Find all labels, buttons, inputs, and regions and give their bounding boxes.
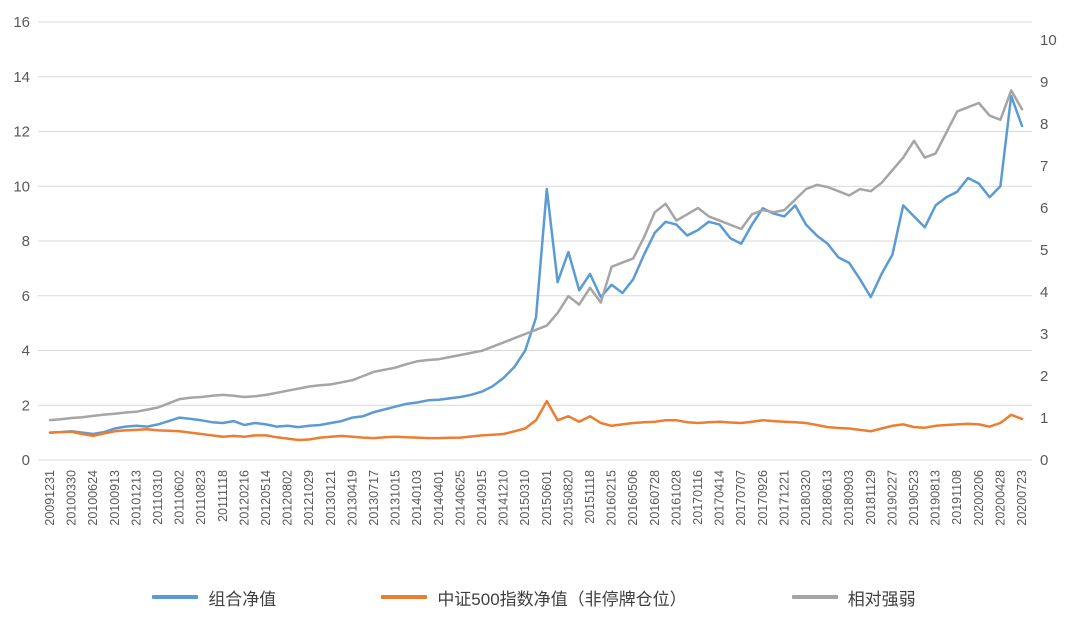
x-axis-label: 20200428 (993, 470, 1007, 526)
y-axis-left-tick-label: 2 (22, 397, 30, 414)
x-axis-label: 20101213 (129, 470, 143, 526)
x-axis-label: 20190227 (885, 470, 899, 526)
x-axis-label: 20130121 (324, 470, 338, 526)
x-axis-label: 20160728 (648, 470, 662, 526)
x-axis-label: 20190523 (907, 470, 921, 526)
x-axis-label: 20171221 (777, 470, 791, 526)
y-axis-left-tick-label: 6 (22, 288, 30, 305)
x-axis-label: 20170926 (756, 470, 770, 526)
x-axis-label: 20170116 (691, 470, 705, 525)
legend-line-sample (791, 595, 838, 599)
y-axis-right-tick-label: 7 (1040, 158, 1048, 175)
x-axis-label: 20200206 (972, 470, 986, 526)
x-axis-label: 20180903 (842, 470, 856, 526)
x-axis-label: 20140103 (410, 470, 424, 526)
x-axis-label: 20140625 (453, 470, 467, 526)
x-axis-label: 20130717 (367, 470, 381, 526)
y-axis-left-tick-label: 16 (13, 14, 30, 31)
x-axis-label: 20140915 (475, 470, 489, 526)
y-axis-left-tick-label: 14 (13, 69, 30, 86)
legend-label: 中证500指数净值（非停牌仓位） (437, 589, 687, 609)
legend: 组合净值 中证500指数净值（非停牌仓位） 相对强弱 (0, 580, 1068, 614)
x-axis-label: 20100913 (108, 470, 122, 526)
x-axis-label: 20110602 (173, 470, 187, 525)
x-axis-label: 20150820 (561, 470, 575, 526)
x-axis-label: 20141210 (497, 470, 511, 526)
y-axis-left-tick-label: 0 (22, 452, 30, 469)
y-axis-right-tick-label: 0 (1040, 452, 1048, 469)
y-axis-left-tick-label: 12 (13, 124, 30, 141)
y-axis-right-tick-label: 10 (1040, 32, 1057, 49)
y-axis-right-tick-label: 4 (1040, 284, 1048, 301)
x-axis-label: 20130419 (345, 470, 359, 526)
x-axis-label: 20151118 (583, 470, 597, 524)
y-axis-right-tick-label: 2 (1040, 368, 1048, 385)
x-axis-label: 20200723 (1015, 470, 1029, 526)
legend-line-sample (381, 595, 428, 599)
x-axis-label: 20161028 (669, 470, 683, 526)
y-axis-left-tick-label: 4 (22, 343, 30, 360)
x-axis-label: 20091231 (43, 470, 57, 526)
y-axis-left-tick-label: 10 (13, 178, 30, 195)
x-axis-label: 20120216 (237, 470, 251, 526)
x-axis-label: 20160215 (605, 470, 619, 526)
x-axis-label: 20131015 (389, 470, 403, 526)
x-axis-label: 20120514 (259, 470, 273, 526)
x-axis-label: 20110823 (194, 470, 208, 525)
x-axis-label: 20150310 (518, 470, 532, 526)
x-axis-label: 20180613 (821, 470, 835, 526)
legend-item-0: 组合净值 (152, 585, 276, 610)
legend-label: 相对强弱 (847, 589, 916, 609)
legend-label: 组合净值 (208, 589, 277, 609)
y-axis-right-tick-label: 5 (1040, 242, 1048, 259)
x-axis-label: 20181129 (864, 470, 878, 525)
x-axis-label: 20150601 (540, 470, 554, 526)
x-axis-label: 20191108 (950, 470, 964, 525)
y-axis-right-tick-label: 8 (1040, 116, 1048, 133)
y-axis-right-tick-label: 3 (1040, 326, 1048, 343)
series-line-2 (48, 89, 1024, 422)
x-axis-label: 20190813 (929, 470, 943, 526)
x-axis-label: 20111118 (216, 470, 230, 522)
x-axis-label: 20160506 (626, 470, 640, 526)
series-line-1 (48, 399, 1024, 442)
x-axis-label: 20170414 (713, 470, 727, 526)
x-axis-label: 20140401 (432, 470, 446, 526)
y-axis-left-tick-label: 8 (22, 233, 30, 250)
y-axis-right-tick-label: 9 (1040, 74, 1048, 91)
y-axis-right-tick-label: 1 (1040, 410, 1048, 427)
legend-item-2: 相对强弱 (791, 585, 916, 610)
x-axis-label: 20110310 (151, 470, 165, 525)
y-axis-right-tick-label: 6 (1040, 200, 1048, 217)
x-axis-label: 20100624 (86, 470, 100, 526)
x-axis-label: 20180320 (799, 470, 813, 526)
series-line-0 (48, 94, 1024, 436)
legend-line-sample (152, 595, 199, 599)
x-axis-label: 20100330 (65, 470, 79, 526)
x-axis-label: 20170707 (734, 470, 748, 526)
x-axis-label: 20120802 (281, 470, 295, 526)
legend-item-1: 中证500指数净值（非停牌仓位） (381, 585, 687, 610)
x-axis-label: 20121029 (302, 470, 316, 526)
